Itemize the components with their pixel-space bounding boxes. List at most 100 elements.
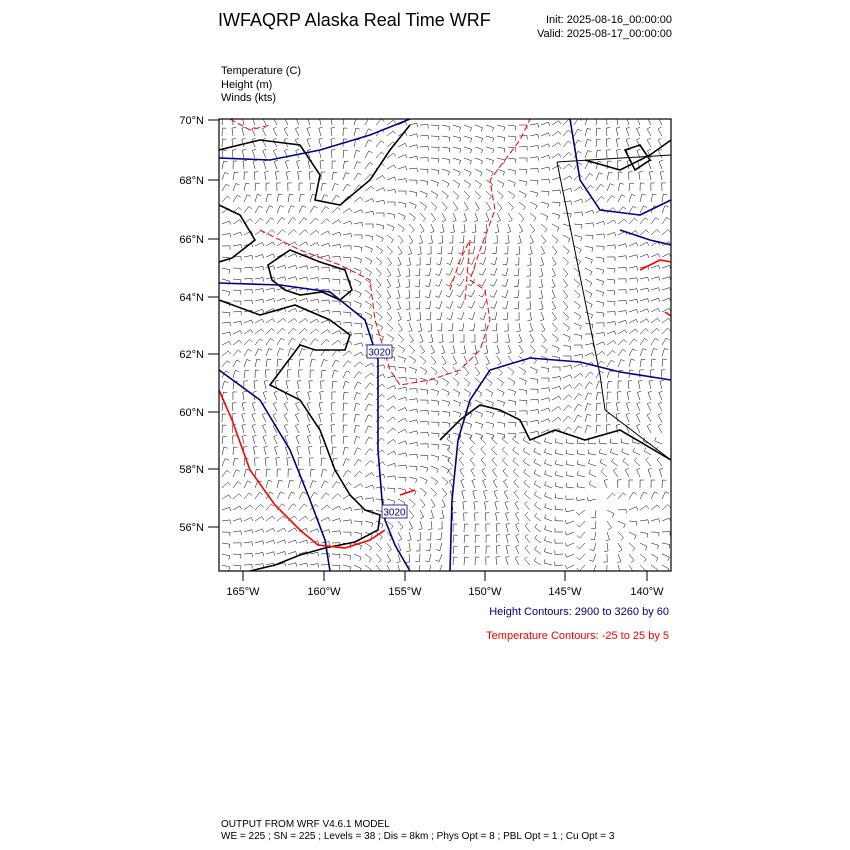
wind-barb [474, 366, 481, 377]
wind-barb [539, 256, 544, 267]
wind-barb [527, 256, 532, 266]
wind-barb [364, 322, 373, 330]
wind-barb [490, 256, 498, 266]
wind-barb [606, 424, 611, 434]
wind-barb [496, 366, 503, 376]
wind-barb [564, 564, 575, 569]
wind-barb [375, 278, 382, 288]
wind-barb [430, 355, 437, 365]
title: IWFAQRP Alaska Real Time WRF [218, 10, 491, 30]
wind-barb [221, 360, 231, 368]
wind-barb [540, 245, 546, 256]
wind-barb [242, 435, 247, 445]
wind-barb [309, 480, 317, 489]
wind-barb [482, 478, 487, 489]
wind-barb [353, 150, 361, 159]
wind-barb [591, 509, 597, 519]
wind-barb [513, 479, 520, 489]
wind-barb [309, 369, 315, 379]
wind-barb [606, 509, 615, 518]
wind-barb [331, 330, 342, 335]
wind-barb [430, 146, 440, 152]
wind-barb [307, 119, 311, 126]
wind-barb [265, 480, 273, 489]
wind-barb [296, 159, 301, 170]
wind-barb [639, 193, 646, 203]
wind-barb [606, 349, 616, 357]
wind-barb [331, 289, 341, 295]
wind-barb [540, 333, 547, 343]
wind-barb [243, 369, 250, 379]
wind-barb [584, 234, 594, 240]
wind-barb [254, 308, 265, 314]
wind-barb [518, 157, 528, 163]
wind-barb [573, 223, 583, 229]
wind-barb [331, 256, 341, 261]
wind-barb [518, 168, 528, 174]
wind-barb [452, 179, 461, 188]
wind-barb [342, 469, 351, 478]
wind-barb [320, 564, 330, 569]
wind-barb [485, 545, 491, 555]
wind-barb [595, 300, 605, 307]
wind-barb [518, 223, 524, 234]
wind-barb [573, 278, 581, 288]
wind-barb [496, 201, 503, 211]
wind-barb [562, 333, 571, 342]
wind-barb [418, 234, 424, 245]
wind-barb [427, 322, 432, 332]
wind-barb [261, 137, 267, 148]
wind-barb [353, 553, 362, 562]
wind-barb [243, 266, 253, 272]
wind-barb [254, 516, 265, 522]
wind-barb [447, 322, 454, 332]
wind-barb [232, 310, 242, 316]
wind-barb [639, 491, 648, 500]
wind-barb [342, 322, 352, 327]
wind-barb [661, 504, 671, 511]
wind-barb [276, 539, 287, 544]
wind-barb [221, 553, 231, 560]
wind-barb [529, 366, 538, 374]
wind-barb [251, 401, 256, 412]
wind-barb [533, 491, 542, 500]
wind-barb [529, 212, 537, 222]
wind-barb [529, 409, 539, 414]
wind-barb [554, 539, 564, 544]
wind-barb [221, 267, 231, 274]
wind-barb [554, 505, 564, 511]
wind-barb [287, 468, 293, 478]
wind-barb [298, 298, 309, 303]
wind-barb [584, 403, 592, 412]
wind-barb [283, 137, 289, 148]
wind-barb [522, 447, 531, 456]
wind-barb [232, 149, 237, 159]
wind-barb [573, 393, 583, 401]
wind-barb [485, 168, 494, 177]
wind-barb [221, 542, 231, 549]
wind-barb [490, 435, 498, 445]
wind-barb [353, 447, 362, 456]
wind-barb [386, 520, 394, 530]
wind-barb [485, 124, 494, 132]
wind-barb [480, 322, 487, 332]
wind-barb [428, 234, 433, 244]
wind-barb [318, 137, 323, 148]
wind-barb [375, 175, 386, 181]
wind-barb [436, 531, 443, 541]
wind-barb [274, 379, 279, 390]
wind-barb [518, 124, 528, 129]
wind-barb [221, 331, 231, 336]
wind-barb [221, 245, 231, 250]
wind-barb [386, 289, 392, 300]
wind-barb [254, 348, 263, 357]
wind-barb [485, 534, 491, 544]
wind-barb [320, 182, 327, 192]
wind-barb [505, 511, 510, 522]
wind-barb [353, 333, 363, 338]
wind-barb [533, 480, 542, 489]
wind-barb [661, 348, 669, 357]
wind-barb [430, 465, 439, 473]
wind-barb [243, 457, 249, 467]
wind-barb [551, 234, 559, 244]
